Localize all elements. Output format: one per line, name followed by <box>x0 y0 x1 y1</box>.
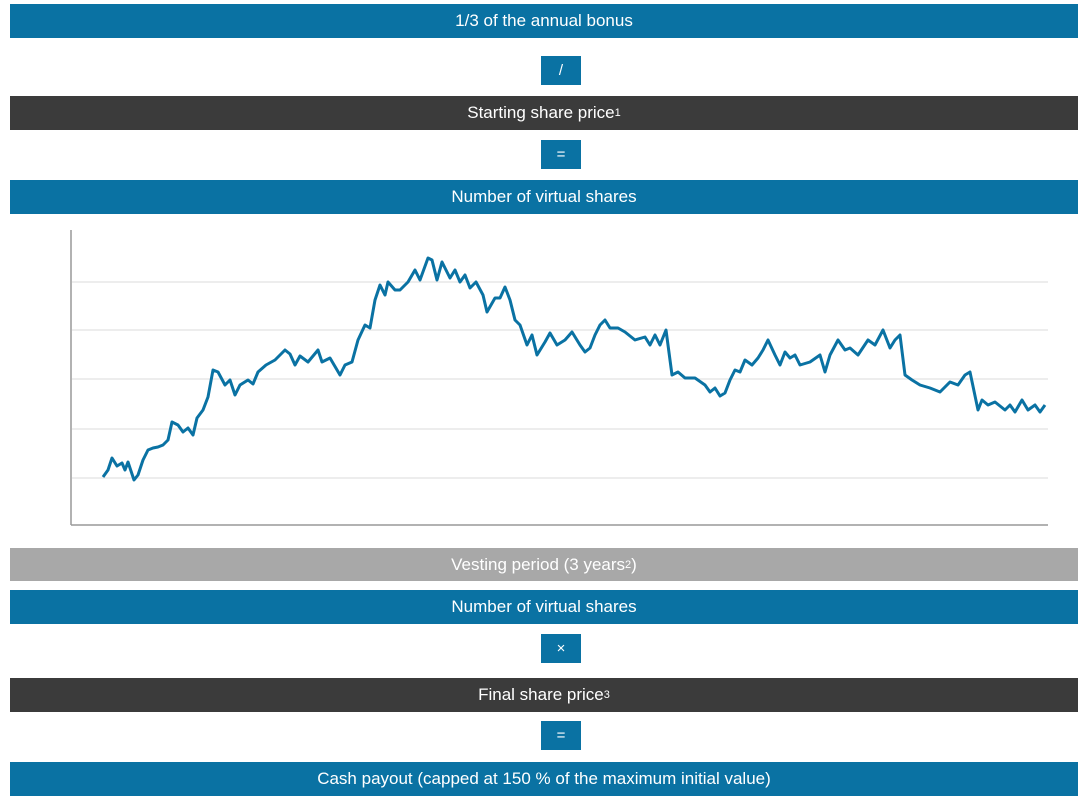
step-text: Final share price <box>478 685 604 704</box>
step-text: Vesting period (3 years <box>451 554 626 574</box>
operator-text: / <box>558 62 564 79</box>
operator: = <box>541 721 581 750</box>
share-price-illustration <box>70 230 1048 526</box>
step-bar: 1/3 of the annual bonus <box>10 4 1078 38</box>
operator: / <box>541 56 581 85</box>
operator-text: = <box>556 146 566 163</box>
step-text: Number of virtual shares <box>451 187 637 206</box>
step-text: Number of virtual shares <box>451 597 637 616</box>
operator: × <box>541 634 581 663</box>
step-bar: Starting share price 1 <box>10 96 1078 130</box>
step-text: Starting share price <box>467 103 615 122</box>
operator: = <box>541 140 581 169</box>
price-line <box>101 256 1047 482</box>
grid <box>72 281 1048 479</box>
operator-text: = <box>556 727 566 744</box>
step-text: 1/3 of the annual bonus <box>455 11 633 30</box>
step-text: Cash payout (capped at 150 % of the maxi… <box>317 769 771 788</box>
step-bar: Cash payout (capped at 150 % of the maxi… <box>10 762 1078 796</box>
step-bar: Final share price 3 <box>10 678 1078 712</box>
step-bar: Number of virtual shares <box>10 590 1078 624</box>
operator-text: × <box>556 640 566 657</box>
step-bar: Vesting period (3 years 2) <box>10 548 1078 581</box>
step-text: ) <box>631 554 637 574</box>
step-bar: Number of virtual shares <box>10 180 1078 214</box>
